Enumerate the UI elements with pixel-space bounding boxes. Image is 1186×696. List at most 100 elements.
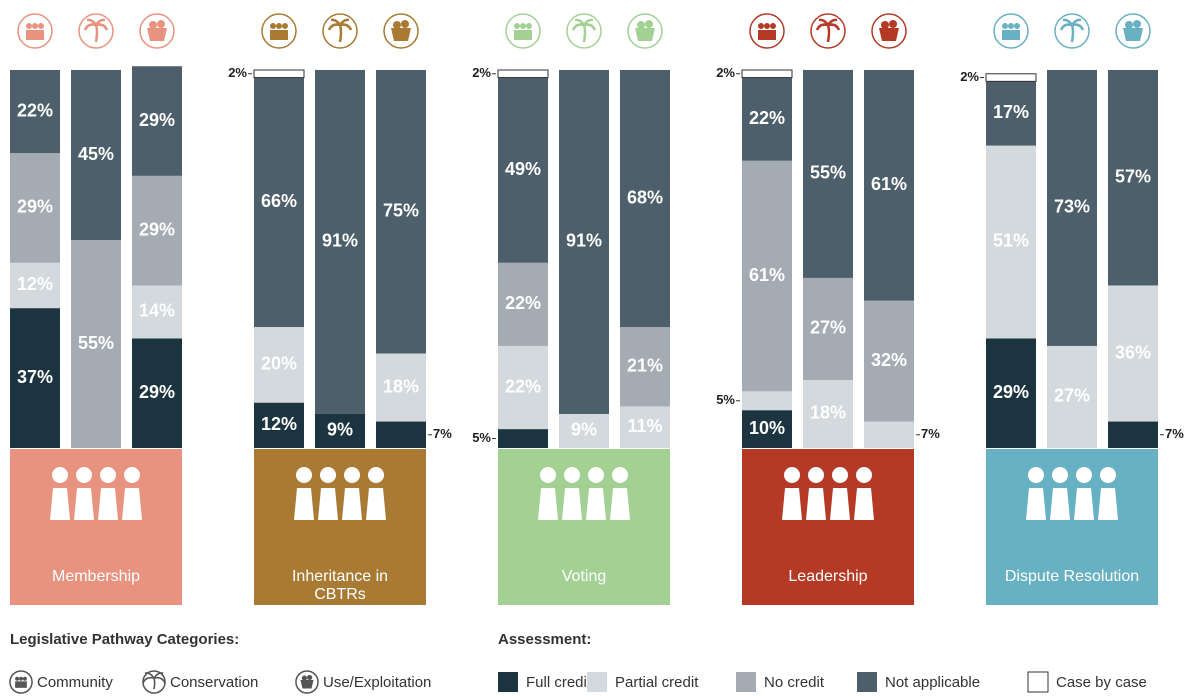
icon-fruit [401, 20, 409, 28]
panel-figure-body [366, 488, 386, 520]
chart: Legislative Pathway Categories: Assessme… [0, 0, 1186, 696]
value-label: 45% [78, 144, 114, 164]
bar-segment [742, 70, 792, 78]
value-label: 5% [472, 430, 491, 445]
legend-label: Full credit [526, 674, 592, 691]
icon-head [758, 23, 764, 29]
categories-title: Legislative Pathway Categories: [10, 631, 239, 648]
value-label: 22% [17, 100, 53, 120]
icon-head [520, 23, 526, 29]
icon-head [23, 677, 27, 681]
bar-segment [986, 74, 1036, 82]
panel-figure-body [294, 488, 314, 520]
icon-head [32, 23, 38, 29]
panel-figure-body [318, 488, 338, 520]
value-label: 7% [921, 426, 940, 441]
value-label: 10% [749, 418, 785, 438]
icon-fruit [645, 20, 653, 28]
bar-segment [376, 422, 426, 448]
icon-body [32, 30, 38, 40]
value-label: 29% [139, 110, 175, 130]
value-label: 66% [261, 191, 297, 211]
group-label: Leadership [753, 568, 903, 586]
panel-figure-body [1074, 488, 1094, 520]
legend-swatch [1028, 672, 1048, 692]
panel-figure-body [1050, 488, 1070, 520]
value-label: 27% [1054, 386, 1090, 406]
icon-body [270, 30, 276, 40]
value-label: 11% [627, 416, 662, 436]
icon-head [764, 23, 770, 29]
bar-segment [1108, 422, 1158, 448]
group-label: Dispute Resolution [997, 568, 1147, 586]
group-label: Membership [21, 568, 171, 586]
legend-label: Use/Exploitation [323, 674, 431, 691]
value-label: 51% [993, 231, 1029, 251]
value-label: 55% [810, 163, 846, 183]
panel-figure-body [830, 488, 850, 520]
value-label: 17% [993, 102, 1029, 122]
panel-figure-body [854, 488, 874, 520]
icon-head [514, 23, 520, 29]
value-label: 18% [383, 376, 419, 396]
bar-segment [864, 422, 914, 448]
value-label: 61% [871, 174, 907, 194]
icon-body [26, 30, 32, 40]
value-label: 21% [627, 355, 663, 375]
category-icon [323, 14, 357, 48]
panel-figure-head [856, 467, 872, 483]
panel-figure-head [368, 467, 384, 483]
group-label: Voting [509, 568, 659, 586]
category-icon [506, 14, 540, 48]
icon-fruit [302, 676, 307, 681]
value-label: 32% [871, 350, 907, 370]
icon-body [526, 30, 532, 40]
legend-title: Assessment: [498, 631, 591, 648]
legend-swatch [857, 672, 877, 692]
legend-label: Partial credit [615, 674, 699, 691]
bar-segment [498, 429, 548, 448]
panel-figure-head [52, 467, 68, 483]
icon-head [26, 23, 32, 29]
value-label: 75% [383, 201, 419, 221]
panel-figure-head [564, 467, 580, 483]
icon-fruit [1133, 20, 1141, 28]
value-label: 12% [261, 414, 297, 434]
icon-head [270, 23, 276, 29]
value-label: 27% [810, 318, 846, 338]
panel-figure-head [344, 467, 360, 483]
panel-figure-body [562, 488, 582, 520]
panel-figure-head [296, 467, 312, 483]
category-icon [143, 671, 165, 693]
value-label: 57% [1115, 166, 1151, 186]
value-label: 91% [322, 231, 358, 251]
category-icon [994, 14, 1028, 48]
category-icon [79, 14, 113, 48]
icon-head [282, 23, 288, 29]
icon-head [526, 23, 532, 29]
panel-figure-head [588, 467, 604, 483]
value-label: 12% [17, 274, 53, 294]
value-label: 2% [716, 65, 735, 80]
category-icon [140, 14, 174, 48]
panel-figure-head [76, 467, 92, 483]
icon-head [38, 23, 44, 29]
value-label: 20% [261, 354, 297, 374]
panel-figure-head [612, 467, 628, 483]
category-icon [811, 14, 845, 48]
category-icon [10, 671, 32, 693]
panel-figure-body [122, 488, 142, 520]
panel-figure-head [1100, 467, 1116, 483]
panel-figure-body [610, 488, 630, 520]
value-label: 22% [505, 376, 541, 396]
value-label: 29% [17, 197, 53, 217]
panel-figure-head [1028, 467, 1044, 483]
category-icon [567, 14, 601, 48]
panel-figure-body [806, 488, 826, 520]
icon-body [15, 681, 19, 688]
legend-label: Not applicable [885, 674, 980, 691]
icon-head [19, 677, 23, 681]
icon-body [282, 30, 288, 40]
icon-basket [391, 28, 411, 41]
icon-body [1008, 30, 1014, 40]
